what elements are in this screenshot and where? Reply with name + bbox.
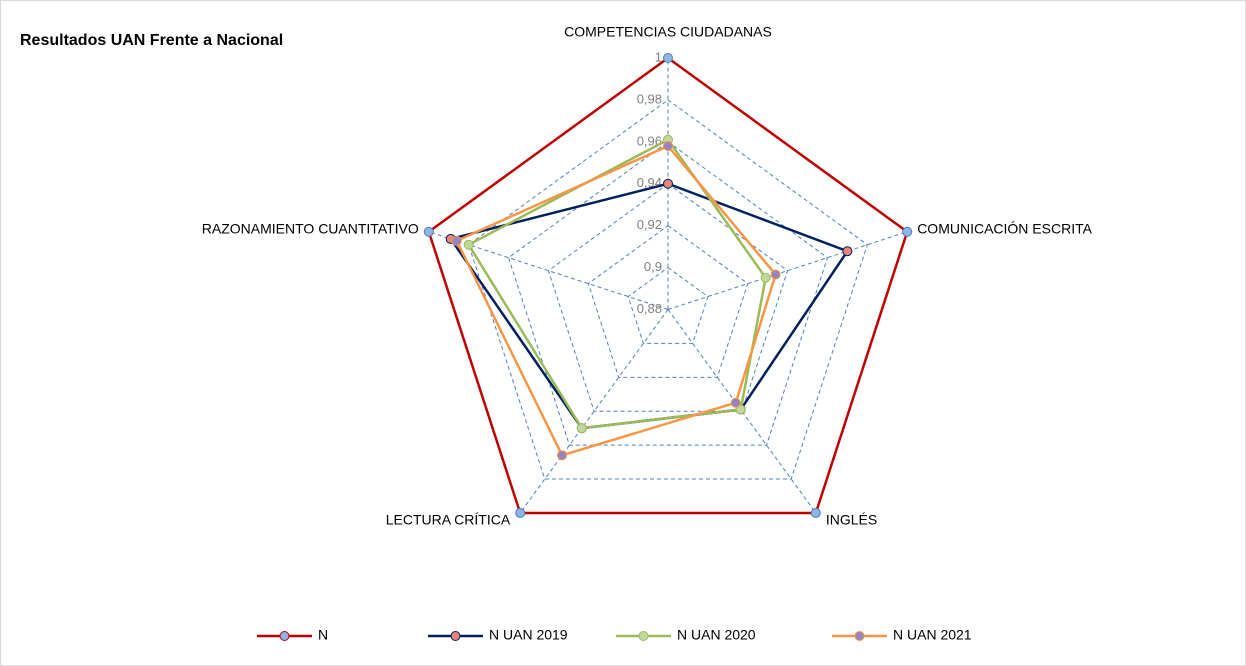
- series-line: [455, 144, 778, 457]
- series-line: [427, 56, 909, 515]
- legend-label: N UAN 2019: [489, 627, 568, 643]
- legend-marker: [638, 631, 649, 641]
- point-marker: [663, 141, 673, 152]
- point-marker: [810, 507, 821, 518]
- point-marker: [902, 226, 913, 237]
- legend-label: N UAN 2020: [677, 627, 756, 643]
- category-label: COMPETENCIAS CIUDADANAS: [564, 24, 772, 40]
- grid-ring: [507, 141, 829, 446]
- r-tick-label: 0,92: [637, 217, 662, 232]
- point-marker: [557, 450, 568, 461]
- category-label: LECTURA CRÍTICA: [386, 512, 511, 528]
- point-marker: [770, 269, 781, 280]
- point-marker: [451, 235, 462, 246]
- category-label: COMUNICACIÓN ESCRITA: [917, 220, 1092, 236]
- legend-marker: [450, 631, 461, 641]
- r-tick-label: 0,9: [644, 259, 662, 274]
- legend-label: N: [318, 627, 328, 643]
- series-line: [466, 138, 767, 430]
- r-tick-label: 0,88: [637, 301, 662, 316]
- legend-marker: [854, 631, 865, 641]
- point-marker: [842, 246, 853, 257]
- point-marker: [760, 272, 771, 283]
- point-marker: [663, 53, 673, 63]
- grid-ring: [468, 99, 868, 480]
- category-label: INGLÉS: [826, 512, 877, 528]
- point-marker: [423, 226, 434, 237]
- legend-label: N UAN 2021: [893, 627, 972, 643]
- r-tick-label: 0,98: [637, 91, 662, 106]
- legend-marker: [279, 631, 290, 641]
- chart-title: Resultados UAN Frente a Nacional: [20, 32, 283, 49]
- grid-ring: [627, 266, 709, 344]
- category-label: RAZONAMIENTO CUANTITATIVO: [202, 220, 419, 236]
- point-marker: [576, 423, 587, 434]
- r-tick-label: 1: [655, 49, 662, 64]
- point-marker: [730, 397, 741, 408]
- point-marker: [663, 178, 673, 189]
- point-marker: [463, 239, 474, 250]
- grid-ring: [587, 225, 749, 378]
- r-tick-label: 0,96: [637, 133, 662, 148]
- point-marker: [735, 404, 746, 415]
- point-marker: [515, 507, 526, 518]
